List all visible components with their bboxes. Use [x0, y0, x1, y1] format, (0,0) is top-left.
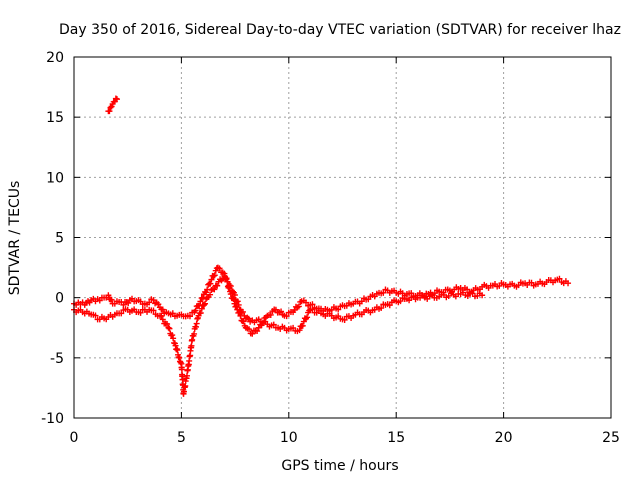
data-point — [214, 282, 221, 289]
data-point — [176, 354, 183, 361]
data-point — [165, 324, 172, 331]
data-point — [113, 96, 120, 103]
data-point — [208, 276, 215, 283]
data-point — [245, 315, 252, 322]
x-tick-label: 5 — [177, 430, 186, 446]
data-point — [188, 342, 195, 349]
data-point — [202, 300, 209, 307]
data-point — [227, 283, 234, 290]
data-point — [159, 306, 166, 313]
y-tick-label: 5 — [55, 231, 64, 247]
data-point — [479, 292, 486, 299]
y-tick-label: -10 — [41, 411, 64, 427]
x-tick-label: 25 — [602, 430, 620, 446]
data-point — [146, 299, 153, 306]
data-point — [295, 303, 302, 310]
data-point — [556, 275, 563, 282]
x-tick-label: 0 — [70, 430, 79, 446]
y-tick-label: 20 — [46, 50, 64, 66]
data-point — [223, 275, 230, 282]
data-point — [304, 314, 311, 321]
data-point — [246, 326, 253, 333]
data-point — [211, 286, 218, 293]
data-point — [309, 306, 316, 313]
y-tick-label: 10 — [46, 170, 64, 186]
data-point — [178, 366, 185, 373]
data-point — [164, 320, 171, 327]
data-point — [191, 330, 198, 337]
data-point — [234, 298, 241, 305]
x-tick-label: 15 — [387, 430, 405, 446]
data-point — [283, 313, 290, 320]
data-point — [302, 299, 309, 306]
data-point — [203, 289, 210, 296]
data-point — [296, 327, 303, 334]
data-point — [306, 307, 313, 314]
data-point — [207, 280, 214, 287]
data-point — [107, 104, 114, 111]
data-point — [150, 297, 157, 304]
data-point — [299, 322, 306, 329]
data-point — [106, 108, 113, 115]
data-points — [71, 95, 572, 397]
data-point — [239, 308, 246, 315]
data-point — [155, 301, 162, 308]
data-point — [170, 335, 177, 342]
data-point — [92, 312, 99, 319]
data-point — [197, 310, 204, 317]
data-point — [216, 265, 223, 272]
data-point — [210, 273, 217, 280]
data-point — [235, 301, 242, 308]
y-tick-label: 0 — [55, 291, 64, 307]
data-point — [335, 306, 342, 313]
data-point — [183, 372, 190, 379]
data-point — [169, 332, 176, 339]
data-point — [207, 291, 214, 298]
plot-frame — [73, 56, 612, 419]
data-point — [380, 289, 387, 296]
data-point — [565, 280, 572, 287]
data-point — [166, 325, 173, 332]
data-point — [267, 311, 274, 318]
axis-ticks: 0 5 10 15 20 25 -10 -5 0 5 10 15 20 — [41, 50, 620, 446]
data-point — [108, 296, 115, 303]
data-point — [464, 286, 471, 293]
data-point — [197, 298, 204, 305]
data-point — [150, 307, 157, 314]
data-point — [118, 310, 125, 317]
data-point — [192, 307, 199, 314]
y-axis-label: SDTVAR / TECUs — [7, 181, 23, 296]
data-point — [158, 313, 165, 319]
data-point — [125, 300, 132, 307]
data-point — [198, 305, 205, 312]
data-point — [137, 309, 144, 316]
y-tick-label: 15 — [46, 110, 64, 126]
y-tick-label: -5 — [50, 351, 64, 367]
chart-title: Day 350 of 2016, Sidereal Day-to-day VTE… — [59, 22, 621, 38]
data-point — [186, 313, 193, 320]
data-point — [378, 305, 385, 312]
data-point — [159, 316, 166, 323]
x-axis-label: GPS time / hours — [281, 458, 398, 474]
data-point — [105, 292, 112, 299]
data-point — [229, 288, 236, 295]
data-point — [249, 330, 256, 337]
x-tick-label: 20 — [495, 430, 513, 446]
data-point — [231, 291, 238, 298]
data-point — [229, 295, 236, 302]
data-point — [224, 278, 231, 285]
data-point — [270, 321, 277, 328]
data-point — [254, 328, 261, 335]
data-point — [278, 308, 285, 315]
data-point — [341, 316, 348, 323]
x-tick-label: 10 — [280, 430, 298, 446]
data-point — [211, 272, 218, 279]
